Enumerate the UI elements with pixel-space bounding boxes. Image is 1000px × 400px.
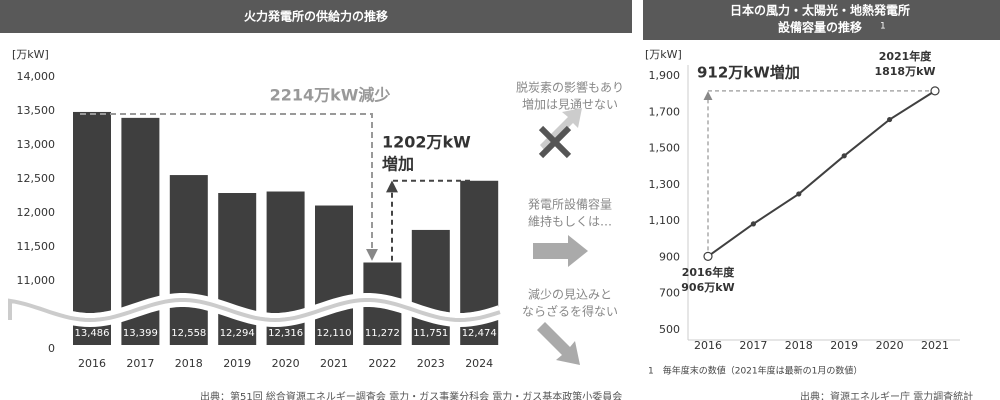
y-tick-label: 1,700 [649,105,681,118]
x-tick-label: 2019 [830,339,858,352]
x-tick-label: 2017 [126,357,154,370]
annotation: 増加 [382,155,414,174]
footnote: 1 毎年度末の数値（2021年度は最新の1月の数値） [648,365,862,377]
x-tick-label: 2022 [368,357,396,370]
title-bar [0,0,632,33]
x-tick-label: 2021 [921,339,949,352]
value-label: 12,316 [268,328,303,339]
y-tick-label: 12,000 [17,206,56,219]
value-label: 12,294 [220,328,255,339]
y-tick-label: 1,100 [649,214,681,227]
annotation: 増加は見通せない [522,98,618,112]
y-tick-label: 12,500 [17,172,56,185]
x-tick-label: 2023 [417,357,445,370]
annotation: 2021年度 [879,49,933,63]
y-tick-label: 1,500 [649,142,681,155]
value-label: 13,486 [75,328,110,339]
y-axis-label: [万kW] [12,48,49,61]
bar [169,175,208,345]
title-note: 1 [880,22,886,32]
arrow-icon [533,235,588,267]
point [930,86,940,96]
annotation: 2016年度 [682,265,736,279]
point [841,153,847,159]
bar [411,229,450,345]
value-label: 11,751 [413,328,448,339]
source: 出典：第51回 総合資源エネルギー調査会 電力・ガス事業分科会 電力・ガス基本政… [200,390,622,400]
annotation: 912万kW増加 [697,64,800,82]
x-tick-label: 2021 [320,357,348,370]
annotation: 1202万kW [382,133,471,152]
axis-break [8,298,501,323]
arrow-icon [537,322,580,365]
value-label: 12,110 [317,328,352,339]
x-tick-label: 2024 [465,357,493,370]
chart-title: 設備容量の推移 [778,20,862,35]
annotation: ならざるを得ない [522,304,618,319]
value-label: 12,558 [171,328,206,339]
chart-title: 日本の風力・太陽光・地熱発電所 [730,3,910,18]
y-tick-label: 13,000 [17,138,56,151]
bar [315,205,353,345]
point [703,251,713,261]
point [750,221,757,227]
value-label: 11,272 [365,328,400,339]
title-bar [643,0,1000,40]
x-tick-label: 2018 [785,339,813,352]
x-tick-label: 2016 [78,357,106,370]
annotation: 2214万kW減少 [270,86,391,105]
point [886,116,893,123]
y-tick-label: 0 [48,342,55,355]
y-tick-label: 14,000 [17,70,56,83]
source: 出典：資源エネルギー庁 電力調査統計 [800,390,973,400]
x-tick-label: 2017 [739,339,767,352]
annotation: 発電所設備容量 [528,197,612,212]
x-tick-label: 2020 [272,357,300,370]
dashed-arrow [80,112,378,261]
y-tick-label: 900 [659,250,680,263]
y-tick-label: 11,000 [17,274,56,287]
value-label: 12,474 [462,328,497,339]
x-tick-label: 2020 [876,339,904,352]
value-label: 13,399 [123,328,158,339]
y-tick-label: 1,900 [649,69,681,82]
y-tick-label: 11,500 [17,240,56,253]
y-tick-label: 13,500 [17,104,56,117]
point [796,191,802,197]
y-axis-label: [万kW] [645,48,682,61]
y-tick-label: 700 [659,287,680,300]
x-tick-label: 2016 [694,339,722,352]
annotation: 脱炭素の影響もあり [516,80,624,95]
y-tick-label: 500 [659,323,680,336]
y-tick-label: 1,300 [649,178,681,191]
chart-title: 火力発電所の供給力の推移 [244,9,388,24]
annotation: 減少の見込みと [528,287,612,302]
x-tick-label: 2019 [223,357,251,370]
annotation: 維持もしくは… [528,214,612,229]
line [707,90,936,258]
x-tick-label: 2018 [175,357,203,370]
cross-icon [538,125,572,159]
annotation: 1818万kW [874,65,935,78]
annotation: 906万kW [681,281,734,294]
bar [73,111,111,346]
